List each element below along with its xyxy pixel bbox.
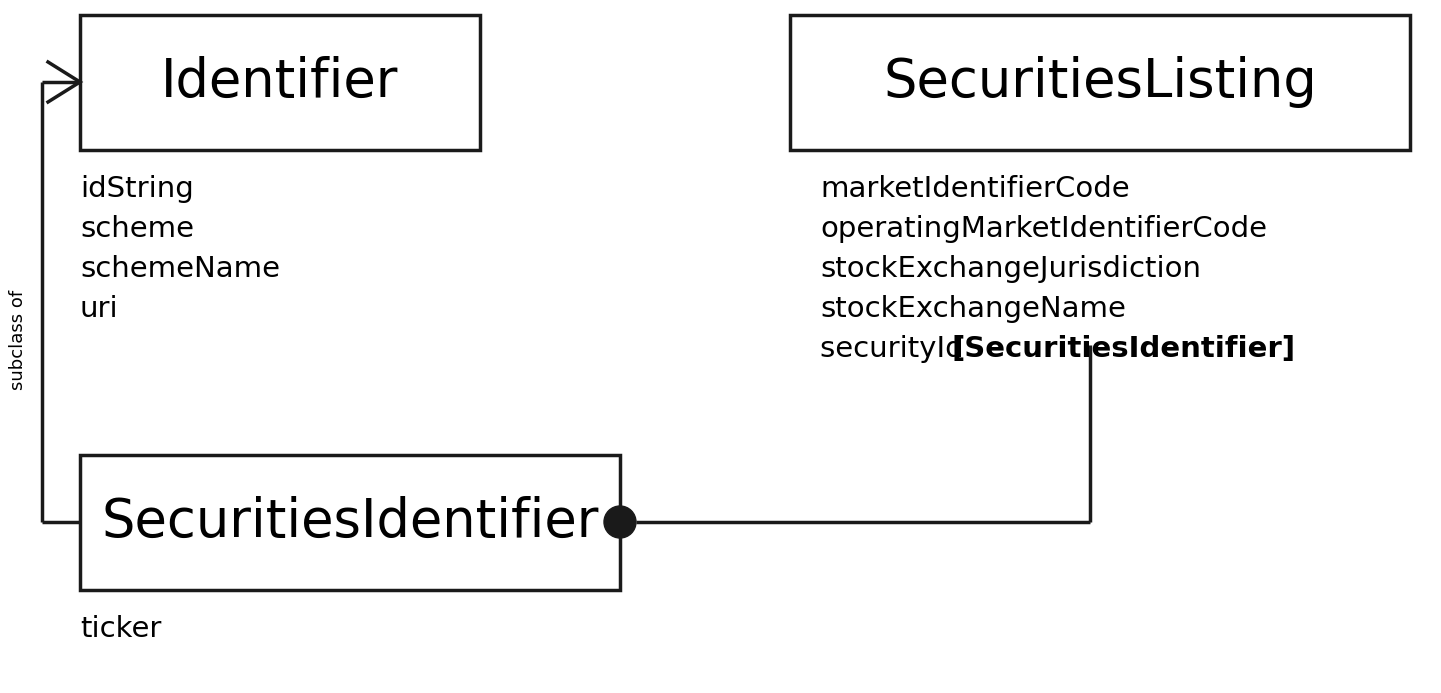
Circle shape: [604, 506, 635, 538]
Text: marketIdentifierCode: marketIdentifierCode: [820, 175, 1130, 203]
Text: SecuritiesIdentifier: SecuritiesIdentifier: [101, 496, 599, 548]
Text: schemeName: schemeName: [81, 255, 280, 283]
Text: [SecuritiesIdentifier]: [SecuritiesIdentifier]: [951, 335, 1295, 363]
Text: SecuritiesListing: SecuritiesListing: [883, 56, 1317, 108]
Text: Identifier: Identifier: [161, 56, 399, 108]
Text: subclass of: subclass of: [9, 290, 27, 390]
Bar: [81, 15, 480, 150]
Text: scheme: scheme: [81, 215, 195, 243]
Text: operatingMarketIdentifierCode: operatingMarketIdentifierCode: [820, 215, 1267, 243]
Text: ticker: ticker: [81, 615, 161, 643]
Text: uri: uri: [81, 295, 118, 323]
Bar: [81, 455, 620, 590]
Text: stockExchangeJurisdiction: stockExchangeJurisdiction: [820, 255, 1200, 283]
Text: idString: idString: [81, 175, 193, 203]
Text: stockExchangeName: stockExchangeName: [820, 295, 1125, 323]
Text: securityId: securityId: [820, 335, 973, 363]
Bar: [790, 15, 1409, 150]
